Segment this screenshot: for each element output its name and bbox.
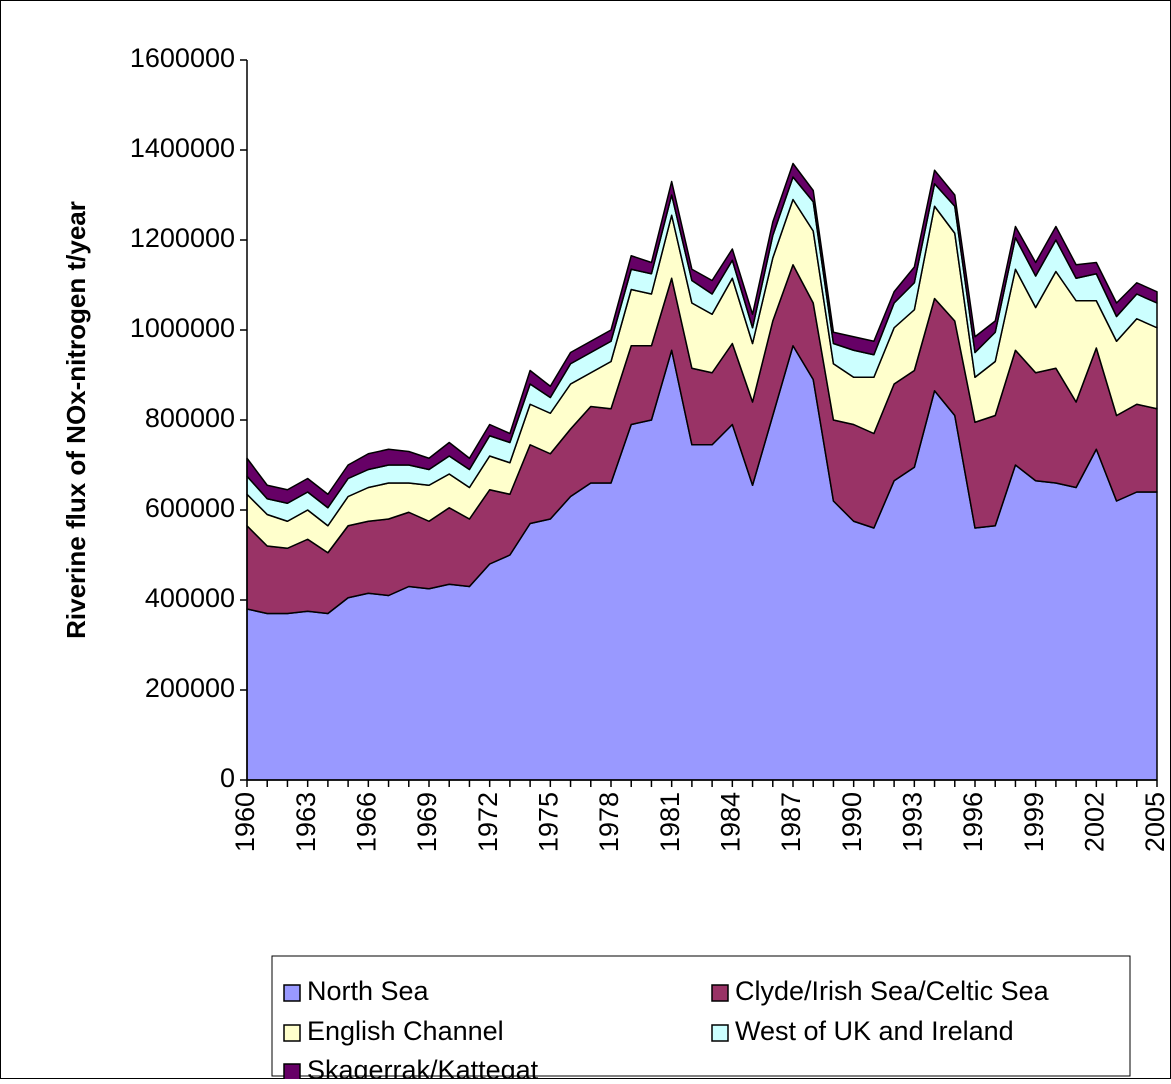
x-tick-label: 1966: [351, 792, 381, 852]
x-tick-label: 1975: [533, 792, 563, 852]
y-tick-label: 1200000: [130, 223, 235, 253]
x-tick-label: 1990: [837, 792, 867, 852]
y-tick-label: 800000: [145, 403, 235, 433]
y-tick-label: 0: [220, 763, 235, 793]
x-tick-label: 1978: [594, 792, 624, 852]
legend-label: Clyde/Irish Sea/Celtic Sea: [735, 976, 1050, 1006]
y-tick-label: 1000000: [130, 313, 235, 343]
legend-swatch: [711, 1024, 729, 1042]
x-tick-label: 1999: [1019, 792, 1049, 852]
legend-swatch: [711, 984, 729, 1002]
area: [246, 162, 1158, 509]
y-axis-title: Riverine flux of NOx-nitrogen t/year: [61, 201, 91, 639]
x-tick-label: 1972: [473, 792, 503, 852]
y-tick-label: 1600000: [130, 43, 235, 73]
x-tick-label: 1996: [958, 792, 988, 852]
x-tick-label: 1969: [412, 792, 442, 852]
x-tick-label: 1963: [291, 792, 321, 852]
x-tick-label: 1984: [715, 792, 745, 852]
x-tick-label: 1993: [897, 792, 927, 852]
x-tick-label: 2002: [1079, 792, 1109, 852]
y-tick-label: 600000: [145, 493, 235, 523]
legend-label: North Sea: [307, 976, 430, 1006]
legend-swatch: [283, 984, 301, 1002]
legend-label: West of UK and Ireland: [735, 1016, 1014, 1046]
legend-label: Skagerrak/Kattegat: [307, 1055, 539, 1079]
legend: [271, 955, 1131, 1077]
legend-label: English Channel: [307, 1016, 504, 1046]
x-tick-label: 1987: [776, 792, 806, 852]
legend-swatch: [283, 1063, 301, 1081]
x-tick-label: 1981: [655, 792, 685, 852]
legend-swatch: [283, 1024, 301, 1042]
y-tick-label: 1400000: [130, 133, 235, 163]
y-tick-label: 400000: [145, 583, 235, 613]
x-tick-label: 1960: [230, 792, 260, 852]
y-tick-label: 200000: [145, 673, 235, 703]
x-tick-label: 2005: [1140, 792, 1170, 852]
